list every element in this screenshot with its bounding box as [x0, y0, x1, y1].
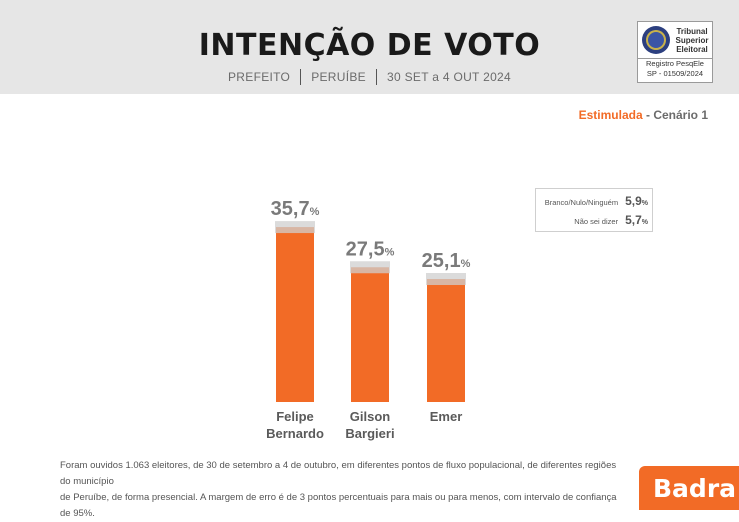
- category-label: Gilson: [350, 409, 391, 424]
- bar: [427, 279, 465, 402]
- data-label: 25,1%: [422, 250, 471, 272]
- tse-registry-number: SP - 01509/2024: [646, 69, 704, 78]
- data-label: 35,7%: [271, 198, 320, 220]
- category-label: Emer: [430, 409, 463, 424]
- margin-of-error-band: [426, 273, 466, 286]
- others-row-blank-null: Branco/Nulo/Ninguém 5,9%: [536, 194, 648, 208]
- brand-logo: Badra: [639, 466, 739, 510]
- margin-of-error-band: [275, 221, 315, 234]
- category-label: Felipe: [276, 409, 314, 424]
- others-box: Branco/Nulo/Ninguém 5,9% Não sei dizer 5…: [535, 188, 653, 232]
- others-value: 5,7%: [625, 213, 648, 227]
- subtitle-city: PERUÍBE: [311, 70, 366, 84]
- scenario-name: Cenário 1: [653, 108, 708, 122]
- bar: [276, 227, 314, 402]
- subtitle-dates: 30 SET a 4 OUT 2024: [387, 70, 511, 84]
- category-label: Bernardo: [266, 426, 324, 441]
- data-label: 27,5%: [346, 238, 395, 260]
- scenario-separator: -: [642, 108, 654, 122]
- vote-intention-bar-chart: 35,7% Felipe Bernardo 27,5% Gilson Bargieri 25…: [266, 198, 471, 441]
- methodology-footnote: Foram ouvidos 1.063 eleitores, de 30 de …: [60, 460, 617, 519]
- subtitle: PREFEITO PERUÍBE 30 SET a 4 OUT 2024: [0, 69, 739, 85]
- tse-registry-label: Registro PesqEle: [646, 59, 704, 68]
- others-label: Branco/Nulo/Ninguém: [544, 198, 619, 207]
- subtitle-office: PREFEITO: [228, 70, 291, 84]
- margin-of-error-band: [350, 261, 390, 274]
- header-band: INTENÇÃO DE VOTO PREFEITO PERUÍBE 30 SET…: [0, 0, 739, 94]
- bar: [351, 267, 389, 402]
- tse-registry-badge: Tribunal Superior Eleitoral Registro Pes…: [637, 21, 713, 83]
- tse-registry: Registro PesqEle SP - 01509/2024: [638, 58, 712, 79]
- category-label: Bargieri: [345, 426, 394, 441]
- others-row-dont-know: Não sei dizer 5,7%: [536, 213, 648, 227]
- tse-seal-icon: [642, 26, 670, 54]
- scenario-label: Estimulada - Cenário 1: [579, 108, 708, 122]
- brand-name: Badra: [653, 474, 737, 503]
- scenario-type: Estimulada: [578, 108, 643, 122]
- others-label: Não sei dizer: [574, 217, 619, 226]
- tse-name: Tribunal Superior Eleitoral: [675, 27, 709, 54]
- page-title: INTENÇÃO DE VOTO: [198, 28, 541, 63]
- subtitle-separator: [376, 69, 377, 85]
- others-value: 5,9%: [625, 194, 648, 208]
- subtitle-separator: [300, 69, 302, 85]
